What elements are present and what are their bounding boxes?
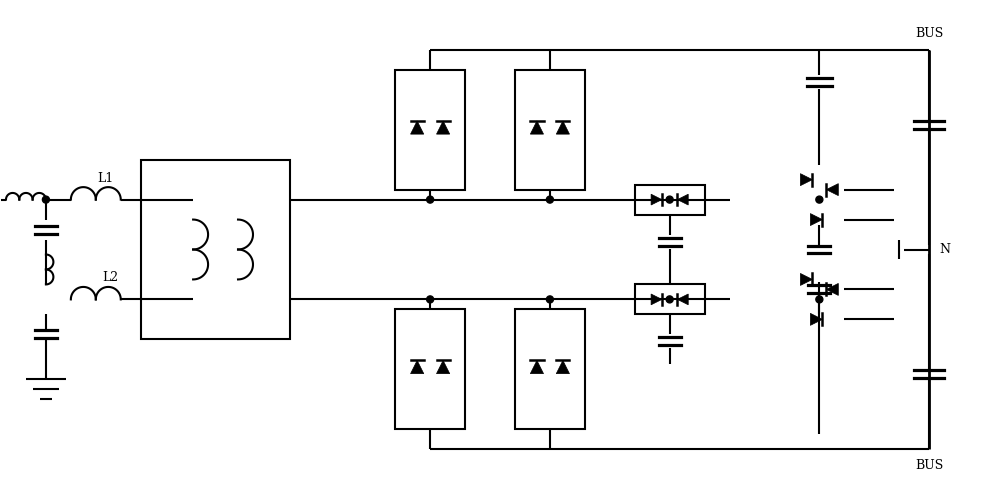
Polygon shape — [677, 294, 688, 305]
Polygon shape — [651, 294, 662, 305]
Circle shape — [427, 296, 434, 303]
Polygon shape — [530, 360, 544, 374]
Polygon shape — [810, 313, 822, 325]
Text: L1: L1 — [98, 172, 114, 185]
Polygon shape — [437, 121, 450, 134]
Bar — [515, 70, 585, 190]
Polygon shape — [677, 194, 688, 205]
Polygon shape — [800, 174, 812, 186]
Circle shape — [816, 196, 823, 203]
Circle shape — [666, 196, 673, 203]
Circle shape — [666, 296, 673, 303]
Text: L2: L2 — [103, 271, 119, 284]
Polygon shape — [556, 360, 569, 374]
Polygon shape — [651, 194, 662, 205]
Circle shape — [427, 196, 434, 203]
Polygon shape — [810, 214, 822, 226]
Polygon shape — [437, 360, 450, 374]
Polygon shape — [411, 121, 424, 134]
Bar — [515, 309, 585, 429]
Text: N: N — [939, 243, 950, 256]
Bar — [395, 309, 465, 429]
Bar — [635, 284, 705, 314]
Polygon shape — [530, 121, 544, 134]
Circle shape — [546, 296, 553, 303]
Circle shape — [42, 196, 49, 203]
Polygon shape — [411, 360, 424, 374]
Polygon shape — [800, 273, 812, 285]
Polygon shape — [826, 184, 838, 196]
Circle shape — [816, 296, 823, 303]
Circle shape — [546, 196, 553, 203]
Polygon shape — [556, 121, 569, 134]
Text: BUS: BUS — [915, 27, 943, 40]
Polygon shape — [826, 283, 838, 295]
Bar — [635, 185, 705, 215]
Text: BUS: BUS — [915, 459, 943, 472]
Bar — [395, 70, 465, 190]
Bar — [141, 160, 290, 339]
